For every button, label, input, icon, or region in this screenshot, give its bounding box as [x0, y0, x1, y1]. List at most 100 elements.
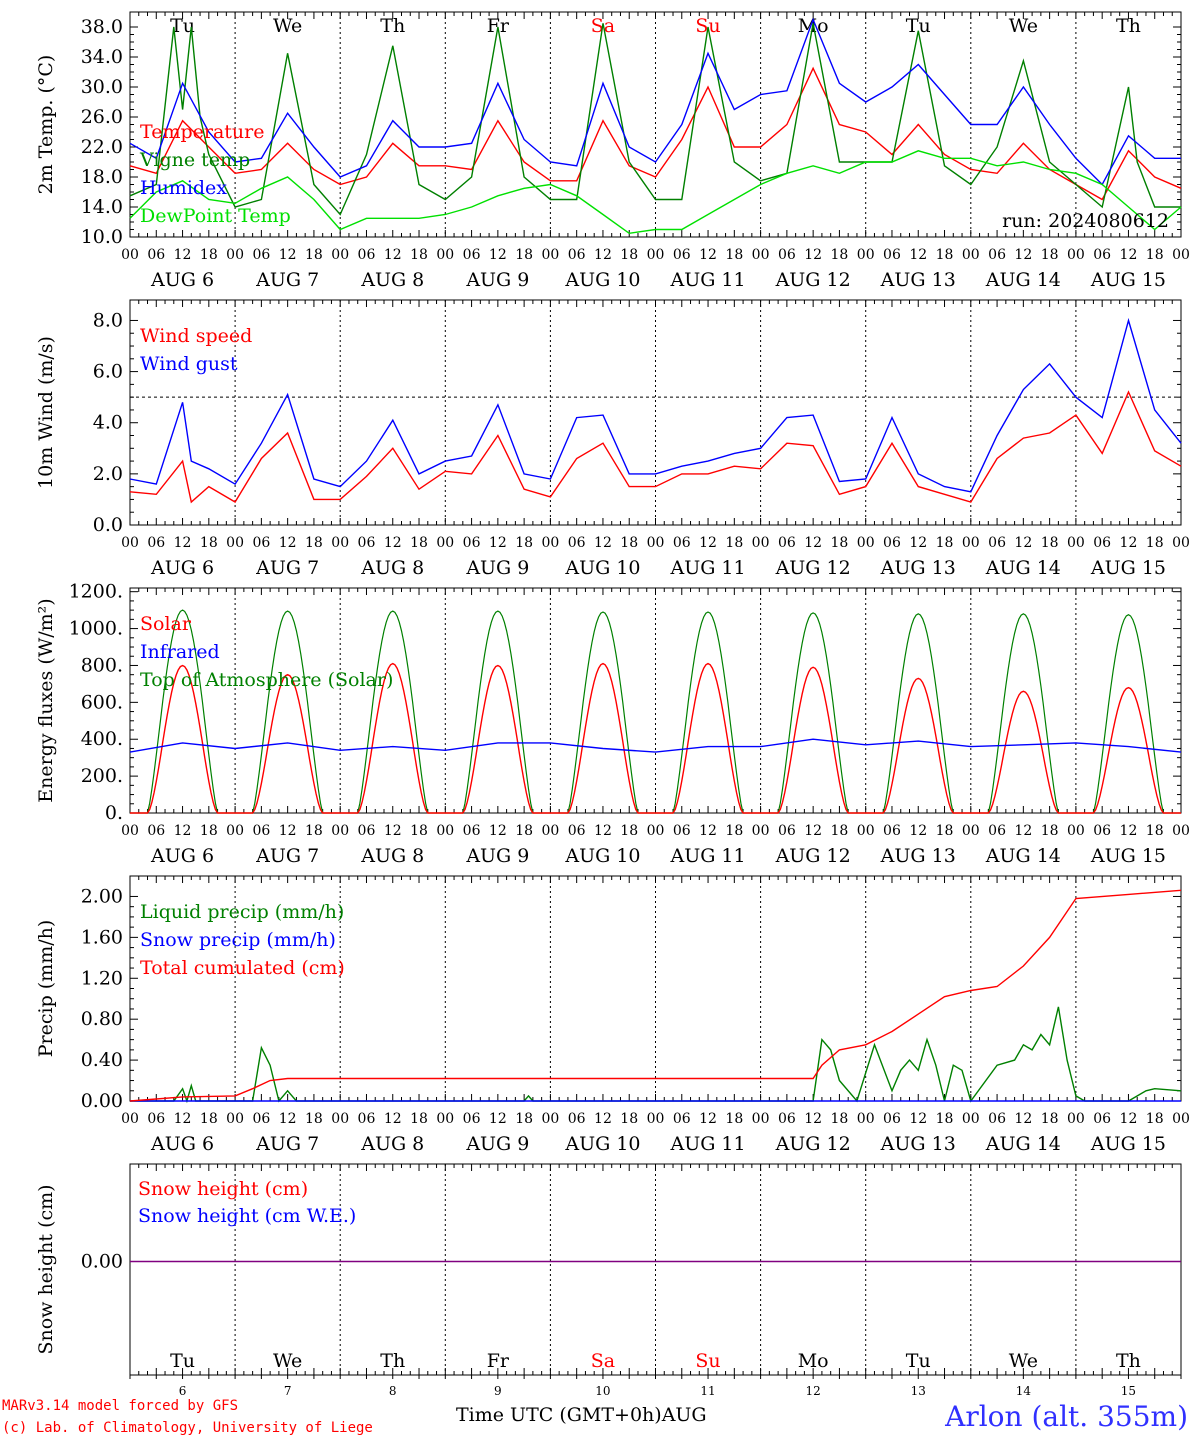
weekday-label: Th — [380, 1350, 405, 1372]
day-number-label: 10 — [595, 1384, 610, 1398]
x-date-label: AUG 10 — [564, 557, 640, 579]
x-hour-label: 12 — [279, 247, 297, 263]
x-date-label: AUG 7 — [255, 845, 319, 867]
x-hour-label: 12 — [594, 247, 612, 263]
x-hour-label: 18 — [305, 247, 323, 263]
x-hour-label: 18 — [200, 535, 218, 551]
x-hour-label: 00 — [647, 823, 665, 839]
x-hour-label: 12 — [489, 823, 507, 839]
x-hour-label: 00 — [647, 1111, 665, 1127]
weekday-label: Tu — [170, 15, 195, 37]
x-date-label: AUG 14 — [985, 557, 1061, 579]
x-hour-label: 06 — [252, 823, 270, 839]
day-number-label: 7 — [284, 1384, 292, 1398]
y-tick-label: 0.80 — [81, 1008, 123, 1030]
x-hour-label: 18 — [1146, 1111, 1164, 1127]
y-tick-label: 600. — [81, 691, 123, 713]
x-hour-label: 06 — [252, 247, 270, 263]
x-hour-label: 00 — [752, 535, 770, 551]
x-hour-label: 18 — [515, 535, 533, 551]
x-hour-label: 12 — [804, 247, 822, 263]
y-tick-label: 0.00 — [81, 1251, 123, 1273]
x-hour-label: 06 — [883, 823, 901, 839]
x-date-label: AUG 11 — [669, 557, 745, 579]
x-hour-label: 00 — [121, 1111, 139, 1127]
x-hour-label: 12 — [489, 1111, 507, 1127]
legend-entry: Top of Atmosphere (Solar) — [140, 669, 393, 691]
x-hour-label: 18 — [831, 1111, 849, 1127]
x-hour-label: 18 — [200, 1111, 218, 1127]
x-hour-label: 06 — [358, 247, 376, 263]
x-hour-label: 12 — [699, 823, 717, 839]
y-tick-label: 1.20 — [81, 967, 123, 989]
x-hour-label: 06 — [1093, 823, 1111, 839]
series-line — [129, 23, 1181, 216]
x-hour-label: 12 — [489, 535, 507, 551]
x-hour-label: 06 — [358, 823, 376, 839]
x-hour-label: 18 — [515, 247, 533, 263]
x-hour-label: 12 — [804, 823, 822, 839]
legend-entry: Snow precip (mm/h) — [140, 929, 336, 951]
x-hour-label: 00 — [962, 535, 980, 551]
y-tick-label: 22.0 — [81, 136, 123, 158]
y-tick-label: 4.0 — [93, 412, 123, 434]
x-hour-label: 00 — [1067, 823, 1085, 839]
x-hour-label: 18 — [725, 1111, 743, 1127]
legend-entry: Snow height (cm W.E.) — [138, 1205, 356, 1227]
x-hour-label: 00 — [857, 247, 875, 263]
day-number-label: 11 — [700, 1384, 715, 1398]
x-hour-label: 12 — [279, 823, 297, 839]
series-line — [130, 1006, 1182, 1104]
x-hour-label: 18 — [515, 823, 533, 839]
y-tick-label: 14.0 — [81, 196, 123, 218]
legend-entry: Total cumulated (cm) — [140, 957, 345, 979]
weekday-label: Su — [695, 1350, 720, 1372]
x-hour-label: 18 — [831, 247, 849, 263]
x-hour-label: 18 — [305, 1111, 323, 1127]
legend-entry: Wind speed — [140, 325, 252, 347]
y-tick-label: 34.0 — [81, 46, 123, 68]
legend-entry: Vigne temp — [139, 149, 250, 171]
x-hour-label: 00 — [436, 823, 454, 839]
x-hour-label: 18 — [725, 823, 743, 839]
y-tick-label: 1.60 — [81, 926, 123, 948]
y-axis-label: 2m Temp. (°C) — [35, 55, 57, 195]
x-hour-label: 18 — [936, 535, 954, 551]
weekday-label: Th — [1116, 1350, 1141, 1372]
x-hour-label: 06 — [568, 823, 586, 839]
x-hour-label: 18 — [620, 1111, 638, 1127]
x-hour-label: 06 — [883, 535, 901, 551]
x-hour-label: 06 — [1093, 535, 1111, 551]
x-date-label: AUG 6 — [150, 845, 214, 867]
x-hour-label: 00 — [226, 1111, 244, 1127]
x-hour-label: 18 — [831, 535, 849, 551]
x-date-label: AUG 8 — [360, 1133, 424, 1155]
y-tick-label: 0.00 — [81, 1090, 123, 1112]
x-hour-label: 18 — [410, 247, 428, 263]
x-hour-label: 00 — [1067, 247, 1085, 263]
x-hour-label: 18 — [1041, 535, 1059, 551]
x-hour-label: 18 — [200, 823, 218, 839]
x-date-label: AUG 11 — [669, 845, 745, 867]
weekday-label: Tu — [170, 1350, 195, 1372]
x-date-label: AUG 14 — [985, 845, 1061, 867]
x-hour-label: 00 — [647, 247, 665, 263]
x-hour-label: 12 — [1014, 247, 1032, 263]
x-date-label: AUG 9 — [465, 845, 529, 867]
x-hour-label: 12 — [384, 535, 402, 551]
x-hour-label: 18 — [1041, 247, 1059, 263]
x-date-label: AUG 15 — [1090, 557, 1166, 579]
x-hour-label: 06 — [778, 535, 796, 551]
x-hour-label: 12 — [699, 1111, 717, 1127]
x-hour-label: 06 — [778, 247, 796, 263]
x-hour-label: 06 — [147, 247, 165, 263]
legend-entry: Humidex — [140, 177, 227, 199]
x-hour-label: 12 — [594, 823, 612, 839]
x-date-label: AUG 15 — [1090, 269, 1166, 291]
y-axis-label: Snow height (cm) — [35, 1184, 57, 1354]
x-hour-label: 18 — [725, 535, 743, 551]
x-date-label: AUG 13 — [880, 269, 956, 291]
legend-entry: Snow height (cm) — [138, 1178, 308, 1200]
x-hour-label: 18 — [936, 1111, 954, 1127]
y-tick-label: 38.0 — [81, 16, 123, 38]
